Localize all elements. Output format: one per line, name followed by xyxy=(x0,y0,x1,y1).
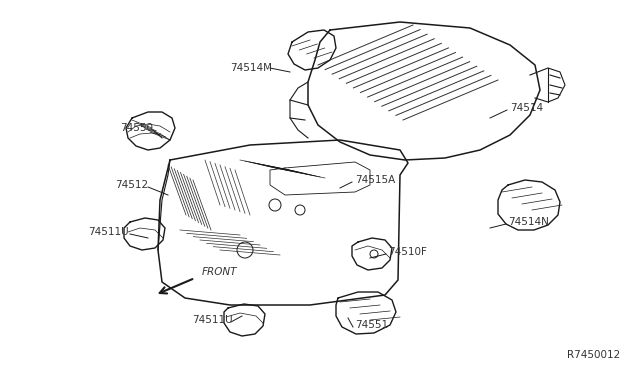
Text: 74511U: 74511U xyxy=(88,227,129,237)
Text: FRONT: FRONT xyxy=(202,267,237,277)
Text: 74512: 74512 xyxy=(115,180,148,190)
Text: 74510F: 74510F xyxy=(388,247,427,257)
Text: 74551: 74551 xyxy=(355,320,388,330)
Text: 74550: 74550 xyxy=(120,123,153,133)
Text: 74514: 74514 xyxy=(510,103,543,113)
Text: R7450012: R7450012 xyxy=(567,350,620,360)
Text: 74514M: 74514M xyxy=(230,63,272,73)
Text: 74514N: 74514N xyxy=(508,217,549,227)
Text: 74515A: 74515A xyxy=(355,175,396,185)
Text: 74511U: 74511U xyxy=(192,315,232,325)
